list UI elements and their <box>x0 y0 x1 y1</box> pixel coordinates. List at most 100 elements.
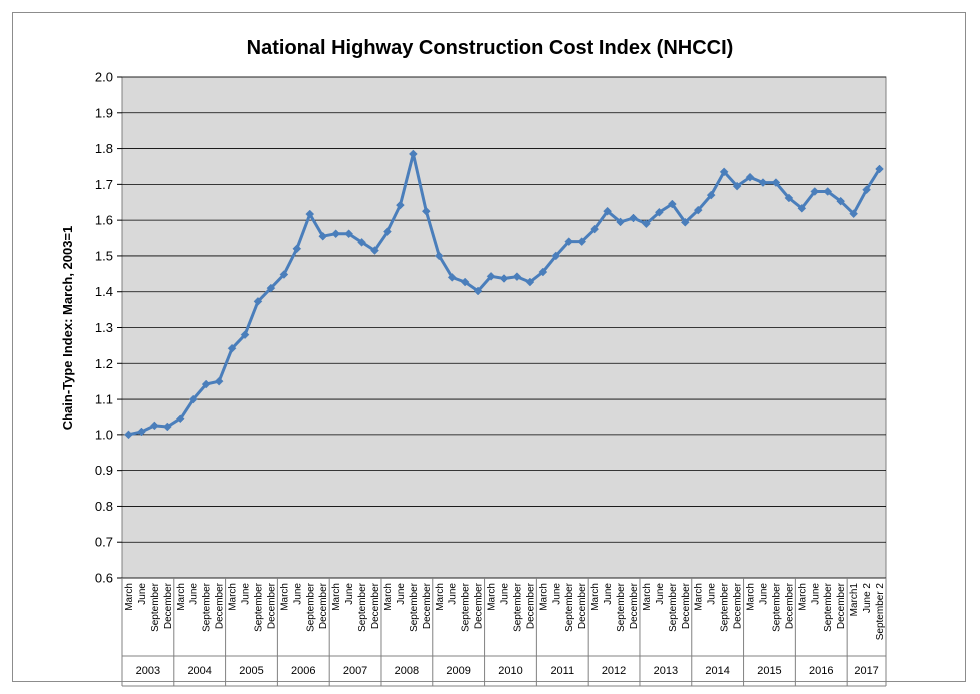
data-point <box>409 149 418 159</box>
data-point <box>279 270 289 279</box>
data-point <box>292 244 302 254</box>
data-point <box>784 193 794 203</box>
x-tick-label: September <box>305 582 316 632</box>
x-tick-label: September <box>823 582 834 632</box>
x-tick-label: September <box>720 582 731 632</box>
data-point <box>603 206 612 216</box>
data-point <box>344 229 353 239</box>
y-tick-label: 1.6 <box>95 213 113 228</box>
x-tick-label: June <box>551 583 562 605</box>
x-tick-label: March <box>331 583 342 611</box>
x-tick-label: December <box>733 582 744 629</box>
x-tick-label: June <box>707 583 718 605</box>
data-point <box>564 237 574 246</box>
data-point <box>655 207 664 217</box>
y-tick-label: 1.3 <box>95 320 113 335</box>
x-tick-label: September <box>202 582 213 632</box>
data-point <box>150 421 159 431</box>
data-point <box>849 209 858 219</box>
year-label: 2005 <box>239 665 263 677</box>
x-tick-label: December <box>163 582 174 629</box>
data-point <box>810 187 820 196</box>
x-tick-label: June <box>137 583 148 605</box>
data-point <box>370 246 379 255</box>
y-tick-label: 1.0 <box>95 427 113 442</box>
x-tick-label: June <box>396 583 407 605</box>
year-label: 2009 <box>446 665 470 677</box>
data-point <box>590 224 599 234</box>
x-tick-label: December <box>525 582 536 629</box>
y-tick-label: 0.8 <box>95 499 113 514</box>
x-tick-label: March <box>538 583 549 611</box>
x-tick-label: September 2 <box>875 583 886 641</box>
x-tick-label: March <box>642 583 653 611</box>
data-point <box>396 200 405 210</box>
data-point <box>473 286 483 296</box>
data-point <box>629 213 638 223</box>
x-tick-label: March <box>279 583 290 611</box>
data-point <box>175 414 185 424</box>
data-point <box>732 181 742 191</box>
x-tick-label: December <box>266 582 277 629</box>
x-tick-label: June <box>292 583 303 605</box>
data-point <box>240 330 250 340</box>
year-label: 2013 <box>654 665 678 677</box>
x-tick-label: December <box>215 582 226 629</box>
x-tick-label: March1 <box>849 583 860 617</box>
x-tick-label: March <box>487 583 498 611</box>
x-tick-label: March <box>228 583 239 611</box>
data-point <box>577 237 587 246</box>
x-tick-label: September <box>564 582 575 632</box>
y-tick-label: 0.9 <box>95 463 113 478</box>
data-point <box>188 394 198 404</box>
x-tick-label: June <box>344 583 355 605</box>
x-tick-label: December <box>318 582 329 629</box>
x-tick-label: June 2 <box>862 583 873 613</box>
x-tick-label: March <box>746 583 757 611</box>
y-tick-label: 2.0 <box>95 70 113 85</box>
x-tick-label: September <box>253 582 264 632</box>
x-tick-label: March <box>590 583 601 611</box>
y-tick-label: 0.7 <box>95 535 113 550</box>
data-point <box>201 379 211 389</box>
x-tick-label: June <box>603 583 614 605</box>
year-label: 2008 <box>395 665 419 677</box>
year-label: 2007 <box>343 665 367 677</box>
data-point <box>447 273 457 282</box>
data-point <box>253 297 263 306</box>
x-tick-label: September <box>668 582 679 632</box>
x-tick-label: September <box>771 582 782 632</box>
data-point <box>318 231 328 241</box>
data-point <box>862 185 871 195</box>
year-label: 2010 <box>498 665 522 677</box>
data-point <box>512 272 522 282</box>
year-label: 2012 <box>602 665 626 677</box>
x-tick-label: September <box>616 582 627 632</box>
x-tick-label: December <box>629 582 640 629</box>
data-point <box>162 422 172 432</box>
year-label: 2006 <box>291 665 315 677</box>
year-label: 2015 <box>757 665 781 677</box>
data-point <box>434 251 444 261</box>
data-point <box>383 227 392 236</box>
data-point <box>797 203 807 213</box>
x-tick-label: September <box>512 582 523 632</box>
x-tick-label: March <box>694 583 705 611</box>
x-tick-label: March <box>176 583 187 611</box>
data-point <box>538 267 548 277</box>
data-point <box>875 164 884 174</box>
data-point <box>227 343 237 353</box>
data-point <box>823 187 833 196</box>
x-tick-label: December <box>422 582 433 629</box>
data-point <box>706 190 716 200</box>
y-tick-label: 1.9 <box>95 105 113 120</box>
data-point <box>266 283 276 293</box>
x-tick-label: September <box>357 582 368 632</box>
x-tick-label: June <box>189 583 200 605</box>
data-point <box>357 237 366 247</box>
data-point <box>525 277 535 287</box>
year-label: 2003 <box>136 665 160 677</box>
x-tick-label: December <box>370 582 381 629</box>
data-point <box>551 251 561 261</box>
